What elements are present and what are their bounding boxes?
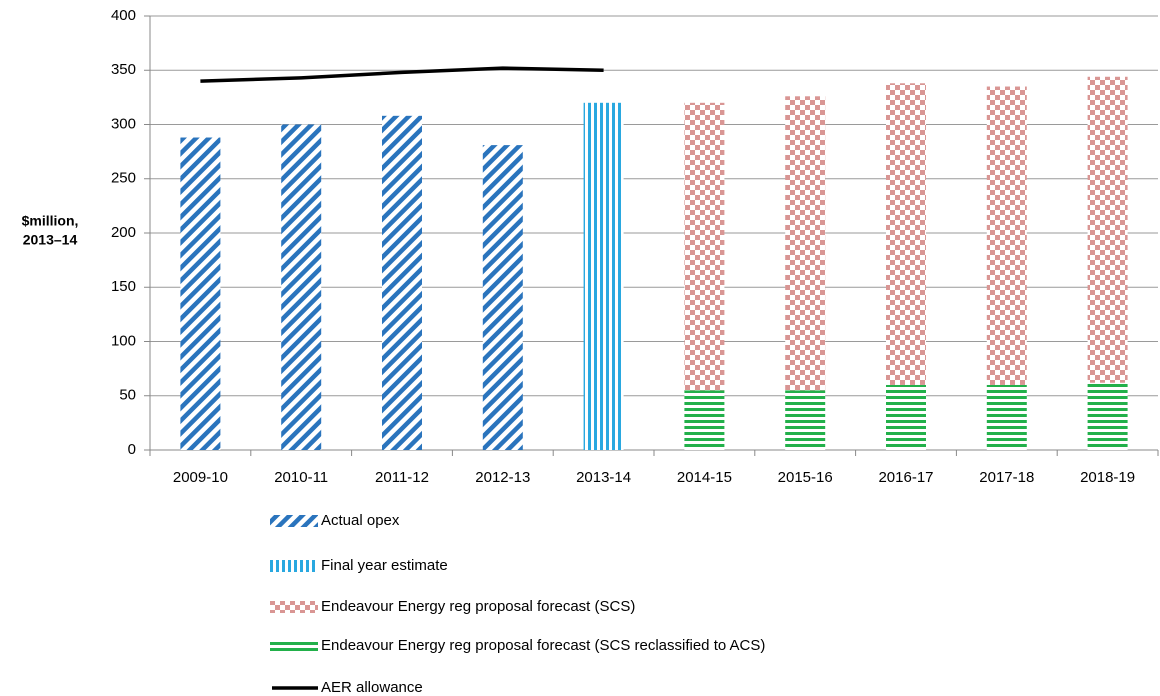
bar [684, 102, 725, 391]
x-tick-label: 2016-17 [878, 469, 933, 486]
bar [482, 145, 523, 451]
bar [1087, 76, 1128, 383]
y-tick-label: 150 [111, 278, 136, 295]
legend-swatch [270, 515, 318, 527]
bar [785, 390, 826, 450]
y-tick-label: 100 [111, 332, 136, 349]
x-tick-label: 2014-15 [677, 469, 732, 486]
x-tick-label: 2012-13 [475, 469, 530, 486]
bar [886, 83, 926, 385]
legend-label: Endeavour Energy reg proposal forecast (… [321, 637, 765, 654]
bar [1087, 382, 1128, 450]
bar [583, 102, 624, 451]
bar [886, 384, 926, 450]
legend-swatch [270, 601, 318, 613]
bar [986, 86, 1027, 385]
legend-label: AER allowance [321, 679, 423, 696]
x-tick-label: 2009-10 [173, 469, 228, 486]
x-tick-label: 2018-19 [1080, 469, 1135, 486]
x-tick-label: 2015-16 [778, 469, 833, 486]
legend-label: Endeavour Energy reg proposal forecast (… [321, 598, 635, 615]
x-tick-label: 2010-11 [274, 469, 328, 486]
y-tick-label: 200 [111, 224, 136, 241]
y-axis-label: 2013–14 [23, 232, 78, 248]
bar [382, 115, 422, 450]
bar [684, 390, 725, 450]
y-tick-label: 300 [111, 115, 136, 132]
bar [785, 96, 826, 391]
legend-swatch [270, 560, 318, 572]
line [200, 66, 604, 83]
bar [986, 384, 1027, 450]
bar [281, 124, 322, 450]
x-tick-label: 2017-18 [979, 469, 1034, 486]
x-tick-label: 2011-12 [375, 469, 429, 486]
y-axis-label: $million, [22, 213, 79, 229]
bar [180, 137, 221, 450]
y-tick-label: 400 [111, 7, 136, 24]
legend-swatch [270, 640, 318, 652]
y-tick-label: 50 [119, 387, 136, 404]
y-tick-label: 250 [111, 170, 136, 187]
y-tick-label: 0 [128, 441, 136, 458]
x-tick-label: 2013-14 [576, 469, 631, 486]
y-tick-label: 350 [111, 61, 136, 78]
legend-label: Actual opex [321, 512, 400, 529]
legend-label: Final year estimate [321, 557, 448, 574]
